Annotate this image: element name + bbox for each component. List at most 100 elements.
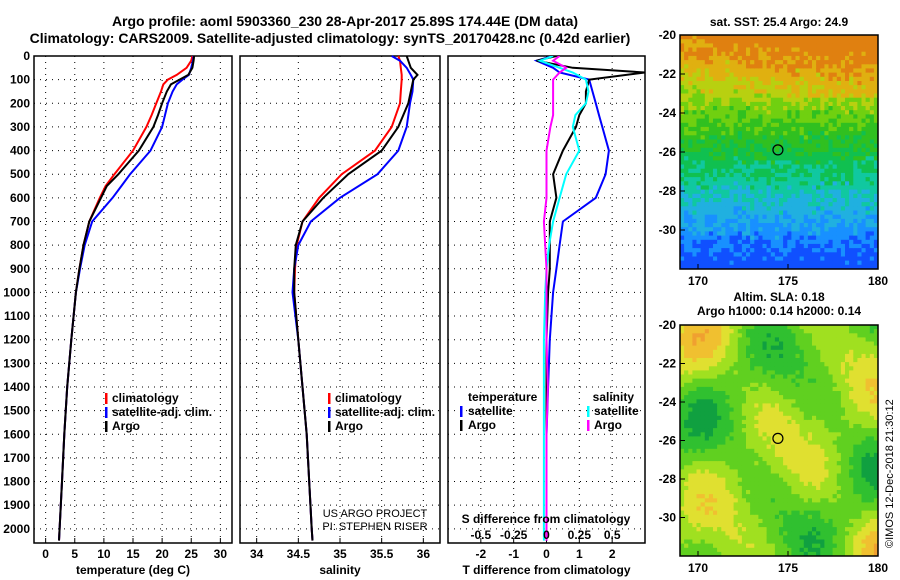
heatmap-cell <box>684 214 689 220</box>
heatmap-cell <box>820 160 825 166</box>
heatmap-cell <box>733 461 739 466</box>
heatmap-cell <box>708 172 714 178</box>
heatmap-cell <box>733 85 739 90</box>
heatmap-cell <box>737 490 743 495</box>
heatmap-cell <box>684 490 689 495</box>
heatmap-cell <box>713 531 718 536</box>
heatmap-cell <box>770 81 776 86</box>
heatmap-cell <box>799 374 805 380</box>
heatmap-cell <box>717 189 722 195</box>
heatmap-cell <box>873 143 879 149</box>
heatmap-cell <box>746 47 751 53</box>
heatmap-cell <box>861 131 867 136</box>
heatmap-cell <box>721 39 726 44</box>
heatmap-cell <box>729 72 735 78</box>
heatmap-cell <box>733 419 739 425</box>
heatmap-cell <box>721 490 726 495</box>
heatmap-cell <box>721 358 726 363</box>
heatmap-cell <box>766 122 772 128</box>
heatmap-cell <box>770 452 776 458</box>
heatmap-cell <box>766 210 772 216</box>
heatmap-cell <box>836 81 842 86</box>
heatmap-cell <box>812 85 817 90</box>
heatmap-cell <box>754 325 759 330</box>
heatmap-cell <box>812 177 817 182</box>
heatmap-cell <box>729 374 735 380</box>
heatmap-cell <box>758 457 763 462</box>
heatmap-cell <box>688 156 693 161</box>
heatmap-cell <box>783 193 788 199</box>
heatmap-cell <box>688 126 693 132</box>
heatmap-cell <box>754 206 759 211</box>
heatmap-cell <box>770 93 776 99</box>
heatmap-cell <box>692 135 697 140</box>
heatmap-cell <box>741 193 747 199</box>
heatmap-cell <box>779 147 784 153</box>
heatmap-cell <box>803 114 809 120</box>
heatmap-cell <box>770 543 776 549</box>
heatmap-cell <box>779 374 784 380</box>
heatmap-cell <box>717 214 722 220</box>
heatmap-cell <box>729 156 735 161</box>
heatmap-cell <box>704 160 710 166</box>
heatmap-cell <box>729 382 735 388</box>
heatmap-cell <box>762 110 768 115</box>
heatmap-cell <box>779 329 784 334</box>
heatmap-cell <box>704 341 710 347</box>
heatmap-cell <box>750 106 755 111</box>
heatmap-cell <box>770 223 776 228</box>
heatmap-cell <box>692 498 697 503</box>
heatmap-cell <box>758 43 763 49</box>
heatmap-cell <box>725 106 730 111</box>
heatmap-cell <box>840 89 846 94</box>
heatmap-cell <box>721 424 726 429</box>
heatmap-cell <box>680 60 685 65</box>
heatmap-cell <box>774 55 780 61</box>
heatmap-cell <box>746 252 751 257</box>
heatmap-cell <box>704 93 710 99</box>
heatmap-cell <box>783 391 788 396</box>
heatmap-cell <box>799 448 805 454</box>
heatmap-cell <box>688 210 693 216</box>
heatmap-cell <box>762 147 768 153</box>
heatmap-cell <box>750 452 755 458</box>
heatmap-cell <box>737 333 743 338</box>
heatmap-cell <box>737 411 743 417</box>
heatmap-cell <box>766 156 772 161</box>
heatmap-cell <box>812 494 817 499</box>
heatmap-cell <box>729 185 735 191</box>
heatmap-cell <box>791 156 796 161</box>
heatmap-cell <box>704 337 710 342</box>
heatmap-cell <box>692 156 697 161</box>
heatmap-cell <box>680 47 685 53</box>
heatmap-cell <box>708 51 714 57</box>
heatmap-cell <box>783 126 788 132</box>
heatmap-cell <box>750 473 755 479</box>
heatmap-cell <box>783 378 788 384</box>
heatmap-cell <box>766 214 772 220</box>
heatmap-cell <box>754 85 759 90</box>
heatmap-cell <box>733 227 739 232</box>
heatmap-cell <box>762 239 768 245</box>
heatmap-cell <box>770 457 776 462</box>
heatmap-cell <box>783 358 788 363</box>
heatmap-cell <box>779 198 784 203</box>
heatmap-cell <box>758 202 763 207</box>
heatmap-cell <box>791 264 796 270</box>
x-tick-label: 15 <box>126 547 140 561</box>
heatmap-cell <box>816 93 821 99</box>
heatmap-cell <box>762 177 768 182</box>
heatmap-cell <box>873 235 879 241</box>
heatmap-cell <box>721 444 726 450</box>
heatmap-cell <box>750 143 755 149</box>
heatmap-cell <box>688 424 693 429</box>
heatmap-cell <box>737 353 743 359</box>
heatmap-cell <box>816 374 821 380</box>
heatmap-cell <box>807 523 813 528</box>
heatmap-cell <box>861 185 867 191</box>
heatmap-cell <box>853 252 858 257</box>
heatmap-cell <box>857 235 862 241</box>
heatmap-cell <box>729 419 735 425</box>
heatmap-cell <box>692 76 697 82</box>
heatmap-cell <box>812 243 817 249</box>
